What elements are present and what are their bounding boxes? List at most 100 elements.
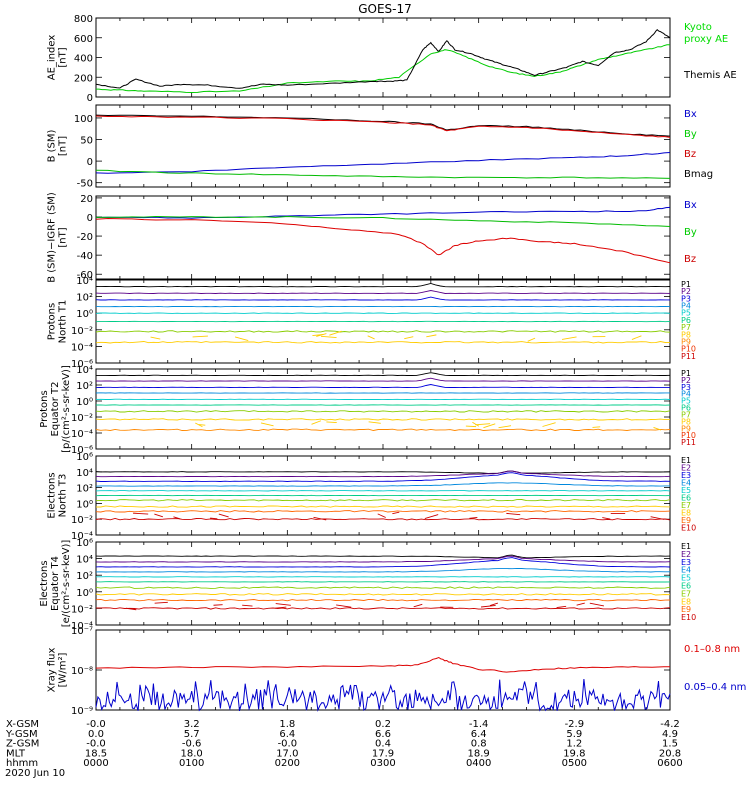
series-line-By (95, 215, 671, 227)
legend-entry: 0.05–0.4 nm (684, 682, 746, 693)
channel-line-E4 (95, 567, 670, 573)
x-axis-value: -4.2 (660, 719, 680, 730)
y-tick-label: 10⁰ (76, 499, 93, 510)
y-axis-label: [W/m²] (58, 652, 69, 687)
y-axis-label: Electrons (47, 472, 58, 518)
legend-entry: Themis AE (683, 70, 737, 81)
x-axis-value: -0.0 (86, 719, 106, 730)
channel-segment (154, 601, 168, 604)
channel-segment (210, 517, 218, 520)
channel-line-E2 (95, 555, 671, 563)
channel-legend-E1: E1 (681, 542, 691, 551)
channel-segment (313, 516, 327, 521)
channel-segment (589, 602, 604, 607)
channel-segment (404, 336, 414, 340)
series-line-By (95, 169, 671, 179)
x-axis-value: -1.4 (469, 719, 489, 730)
channel-legend-E3: E3 (681, 558, 691, 567)
channel-segment (631, 335, 642, 340)
x-axis-value: 0600 (657, 758, 682, 769)
channel-segment (602, 517, 611, 520)
y-axis-label: Xray flux (47, 648, 58, 693)
channel-legend-P3: P3 (681, 294, 691, 303)
channel-legend-P5: P5 (681, 309, 691, 318)
y-tick-label: 800 (74, 14, 93, 25)
channel-legend-P2: P2 (681, 376, 691, 385)
channel-segment (392, 511, 400, 515)
x-axis-row-label: MLT (6, 748, 26, 759)
y-tick-label: 0 (87, 93, 93, 104)
legend-entry: Kyoto (684, 22, 712, 33)
x-axis-value: -2.9 (565, 719, 585, 730)
channel-segment (367, 335, 375, 340)
channel-segment (320, 335, 337, 338)
x-axis-value: 0.0 (88, 729, 104, 740)
channel-segment (242, 604, 253, 607)
y-tick-label: 10⁴ (76, 365, 93, 376)
channel-legend-E7: E7 (681, 589, 691, 598)
channel-segment (472, 421, 480, 427)
channel-segment (150, 336, 161, 340)
y-tick-label: 10⁶ (76, 538, 93, 549)
y-tick-label: -50 (77, 179, 93, 190)
channel-legend-P6: P6 (681, 316, 691, 325)
channel-line-P7 (95, 410, 671, 413)
panel-frame (95, 541, 671, 626)
channel-segment (154, 513, 164, 518)
y-tick-label: 10⁻⁷ (71, 626, 93, 637)
channel-segment (312, 334, 324, 337)
channel-legend-E4: E4 (681, 566, 691, 575)
y-tick-label: 10⁰ (76, 397, 93, 408)
channel-line-E10 (96, 607, 671, 610)
y-tick-label: 10⁻⁴ (71, 342, 93, 353)
y-tick-label: 10⁻² (71, 604, 93, 615)
y-tick-label: 10⁻⁶ (71, 445, 93, 456)
x-axis-value: 4.9 (662, 729, 678, 740)
channel-segment (556, 605, 567, 609)
series-line-Kyoto (96, 44, 671, 94)
x-axis-value: 6.4 (279, 729, 295, 740)
channel-legend-P1: P1 (681, 280, 691, 289)
y-tick-label: 10⁻⁹ (71, 706, 93, 717)
y-tick-label: 10⁻² (71, 326, 93, 337)
channel-legend-P5: P5 (681, 397, 691, 406)
date-label: 2020 Jun 10 (5, 768, 65, 779)
chart-panel-4: 10⁴ 10² 10⁰ 10⁻² 10⁻⁴ 10⁻⁶ Protons North T1 P1P2… (47, 276, 697, 370)
channel-legend-E5: E5 (681, 486, 691, 495)
channel-segment (413, 603, 423, 608)
channel-segment (469, 517, 478, 519)
channel-legend-E6: E6 (681, 494, 691, 503)
y-tick-label: 10⁴ (76, 276, 93, 287)
channel-segment (475, 423, 491, 426)
channel-legend-E2: E2 (681, 464, 691, 473)
channel-segment (480, 605, 496, 608)
x-axis-value: 17.9 (372, 748, 394, 759)
y-axis-label: North T3 (58, 474, 69, 518)
series-line-Bx (95, 152, 671, 174)
x-axis-value: 0000 (83, 758, 108, 769)
x-axis-value: -0.0 (278, 739, 298, 750)
chart-panel-2: -50 0 50 100 B (SM) [nT] Bx By Bz Bmag (47, 104, 713, 190)
x-axis-value: 6.4 (471, 729, 487, 740)
channel-line-P2 (95, 290, 671, 294)
y-axis-label: B (SM) (47, 129, 58, 162)
channel-segment (126, 607, 137, 611)
channel-segment (133, 512, 149, 515)
channel-segment (506, 512, 521, 516)
y-axis-label: [p/(cm²-s-sr-keV)] (61, 365, 72, 453)
x-axis-value: 0400 (466, 758, 491, 769)
channel-legend-P7: P7 (681, 410, 691, 419)
x-axis-value: 18.9 (468, 748, 490, 759)
x-axis-value: 0.2 (375, 719, 391, 730)
channel-legend-P1: P1 (681, 369, 691, 378)
y-tick-label: 0 (87, 213, 93, 224)
y-tick-label: 10² (76, 571, 93, 582)
y-axis-label: Protons (47, 303, 58, 340)
x-axis-value: 6.6 (375, 729, 391, 740)
channel-segment (260, 422, 274, 427)
series-line-Themis AE (95, 29, 671, 89)
panel-frame (95, 195, 671, 280)
